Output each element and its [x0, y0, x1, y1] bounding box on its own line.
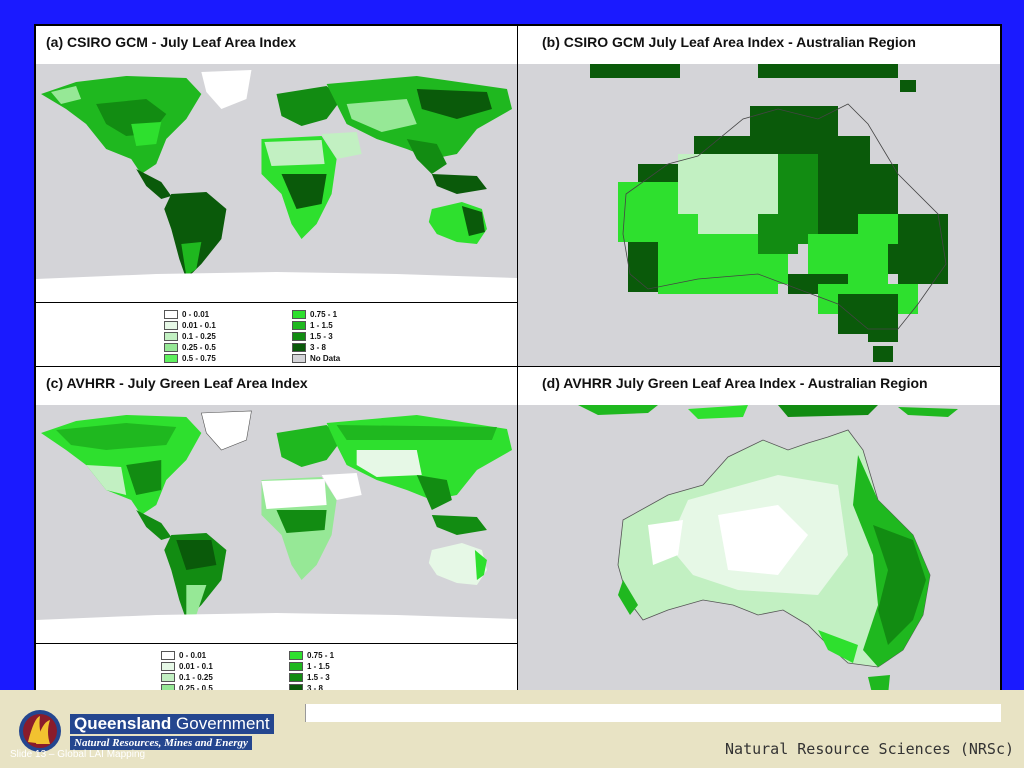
legend-item: 0 - 0.01 — [164, 309, 216, 320]
legend-swatch — [164, 354, 178, 363]
legend-swatch — [289, 651, 303, 660]
slide-footer: Queensland Government Natural Resources,… — [0, 690, 1024, 768]
legend-swatch — [289, 673, 303, 682]
panel-a: (a) CSIRO GCM - July Leaf Area Index — [35, 25, 518, 367]
panel-b-title: (b) CSIRO GCM July Leaf Area Index - Aus… — [542, 34, 916, 50]
legend-swatch — [161, 662, 175, 671]
legend-item: 0.5 - 0.75 — [164, 353, 216, 364]
panel-a-title: (a) CSIRO GCM - July Leaf Area Index — [46, 34, 296, 50]
australia-map-avhrr — [518, 405, 1000, 708]
australia-map-gcm — [518, 64, 1000, 366]
queensland-emblem-icon — [16, 708, 64, 754]
panel-c-title: (c) AVHRR - July Green Leaf Area Index — [46, 375, 308, 391]
legend-swatch — [289, 662, 303, 671]
legend-a-right: 0.75 - 1 1 - 1.5 1.5 - 3 3 - 8 No Data — [292, 309, 340, 364]
legend-item: 1 - 1.5 — [289, 661, 337, 672]
global-map-gcm — [36, 64, 517, 302]
logo-title: Queensland Government — [70, 714, 274, 734]
legend-swatch — [292, 332, 306, 341]
legend-item: 0.75 - 1 — [289, 650, 337, 661]
legend-item: 0.01 - 0.1 — [161, 661, 213, 672]
legend-swatch — [161, 673, 175, 682]
panel-c: (c) AVHRR - July Green Leaf Area Index — [35, 366, 518, 709]
legend-item: 1.5 - 3 — [292, 331, 340, 342]
legend-a: 0 - 0.01 0.01 - 0.1 0.1 - 0.25 0.25 - 0.… — [36, 302, 517, 366]
legend-swatch — [292, 343, 306, 352]
legend-item: 0 - 0.01 — [161, 650, 213, 661]
legend-swatch — [164, 321, 178, 330]
panel-d: (d) AVHRR July Green Leaf Area Index - A… — [517, 366, 1001, 709]
legend-item: 0.1 - 0.25 — [164, 331, 216, 342]
legend-swatch — [292, 354, 306, 363]
legend-item: 1.5 - 3 — [289, 672, 337, 683]
panel-d-title: (d) AVHRR July Green Leaf Area Index - A… — [542, 375, 928, 391]
footer-bar — [305, 704, 1001, 722]
legend-item: 1 - 1.5 — [292, 320, 340, 331]
legend-item: 0.01 - 0.1 — [164, 320, 216, 331]
legend-swatch — [161, 651, 175, 660]
slide-caption: Slide 13 – Global LAI Mapping — [10, 749, 146, 760]
legend-a-left: 0 - 0.01 0.01 - 0.1 0.1 - 0.25 0.25 - 0.… — [164, 309, 216, 364]
global-map-avhrr — [36, 405, 517, 643]
legend-swatch — [164, 310, 178, 319]
legend-item: 0.25 - 0.5 — [164, 342, 216, 353]
legend-swatch — [164, 343, 178, 352]
panel-b: (b) CSIRO GCM July Leaf Area Index - Aus… — [517, 25, 1001, 367]
legend-swatch — [292, 310, 306, 319]
legend-item: 0.75 - 1 — [292, 309, 340, 320]
legend-item: 0.1 - 0.25 — [161, 672, 213, 683]
figure-frame: (a) CSIRO GCM - July Leaf Area Index — [34, 24, 1002, 709]
legend-swatch — [164, 332, 178, 341]
legend-swatch — [292, 321, 306, 330]
legend-item: 3 - 8 — [292, 342, 340, 353]
legend-item: No Data — [292, 353, 340, 364]
logo-subtitle: Natural Resources, Mines and Energy — [70, 736, 252, 750]
org-name: Natural Resource Sciences (NRSc) — [725, 740, 1014, 758]
